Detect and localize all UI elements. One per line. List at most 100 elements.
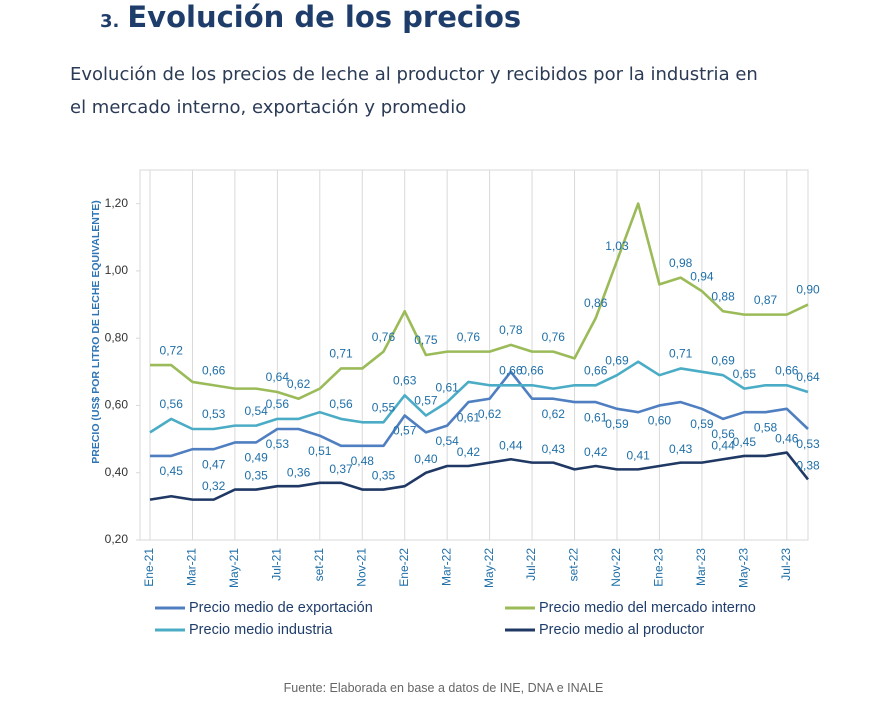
data-label: 0,62 (542, 407, 566, 421)
x-tick-label: set-21 (312, 548, 326, 582)
data-label: 0,57 (414, 394, 438, 408)
data-label: 0,49 (244, 451, 268, 465)
data-label: 0,43 (542, 442, 566, 456)
legend-label: Precio medio al productor (539, 622, 704, 638)
data-label: 0,42 (457, 445, 481, 459)
data-label: 0,37 (329, 462, 353, 476)
data-label: 0,59 (690, 417, 714, 431)
y-tick-label: 0,40 (105, 465, 129, 479)
data-label: 0,40 (414, 452, 438, 466)
data-label: 0,76 (457, 330, 481, 344)
data-label: 0,59 (605, 417, 629, 431)
x-tick-label: Ene-23 (652, 548, 666, 587)
data-label: 0,66 (202, 363, 226, 377)
legend-label: Precio medio del mercado interno (539, 600, 756, 616)
x-tick-label: Nov-22 (609, 548, 623, 587)
data-label: 0,56 (160, 397, 184, 411)
x-tick-label: Mar-22 (439, 548, 453, 586)
subtitle: el mercado interno, exportación y promed… (70, 97, 467, 118)
data-label: 0,53 (266, 437, 290, 451)
data-label: 0,53 (202, 407, 226, 421)
data-label: 0,62 (287, 377, 311, 391)
data-label: 0,58 (754, 420, 778, 434)
x-tick-label: Mar-23 (694, 548, 708, 586)
series-line (149, 360, 809, 434)
x-tick-label: Ene-22 (397, 548, 411, 587)
data-label: 0,42 (584, 445, 608, 459)
data-label: 0,32 (202, 479, 226, 493)
data-label: 0,61 (457, 410, 481, 424)
data-label: 0,75 (414, 333, 438, 347)
source: Fuente: Elaborada en base a datos de INE… (283, 681, 604, 695)
data-label: 0,54 (435, 434, 459, 448)
y-tick-label: 0,60 (105, 398, 129, 412)
data-label: 0,88 (711, 289, 735, 303)
data-label: 0,55 (372, 400, 396, 414)
x-tick-label: Ene-21 (142, 548, 156, 587)
x-tick-label: set-22 (567, 548, 581, 582)
data-label: 0,44 (711, 438, 735, 452)
data-label: 0,72 (160, 343, 184, 357)
data-label: 0,66 (520, 363, 544, 377)
data-label: 0,87 (754, 293, 778, 307)
data-label: 0,61 (584, 410, 608, 424)
heading: 3. Evolución de los precios (100, 0, 521, 34)
data-label: 0,63 (393, 374, 417, 388)
x-tick-label: Jul-23 (779, 548, 793, 581)
data-label: 0,78 (499, 323, 523, 337)
legend-label: Precio medio de exportación (189, 600, 373, 616)
data-label: 0,61 (435, 380, 459, 394)
data-label: 0,90 (796, 283, 820, 297)
data-label: 0,46 (775, 432, 799, 446)
x-tick-label: Nov-21 (354, 548, 368, 587)
subtitle: Evolución de los precios de leche al pro… (70, 64, 758, 85)
data-label: 0,45 (160, 464, 184, 478)
data-label: 0,53 (796, 437, 820, 451)
data-label: 0,64 (796, 370, 820, 384)
y-tick-label: 0,20 (105, 532, 129, 546)
data-label: 0,71 (669, 347, 693, 361)
data-label: 0,62 (478, 407, 502, 421)
data-label: 0,65 (733, 367, 757, 381)
data-label: 0,36 (287, 465, 311, 479)
series-line (150, 370, 809, 458)
data-label: 0,94 (690, 269, 714, 283)
data-label: 0,98 (669, 256, 693, 270)
x-tick-label: May-23 (736, 548, 750, 588)
data-label: 0,66 (584, 363, 608, 377)
data-label: 0,76 (372, 330, 396, 344)
data-label: 0,38 (796, 459, 820, 473)
data-label: 0,35 (372, 469, 396, 483)
data-label: 0,54 (244, 404, 268, 418)
data-label: 1,03 (605, 239, 629, 253)
x-tick-label: Jul-22 (524, 548, 538, 581)
series-line (150, 202, 809, 401)
data-label: 0,60 (648, 414, 672, 428)
data-label: 0,51 (308, 444, 332, 458)
data-label: 0,35 (244, 469, 268, 483)
data-label: 0,66 (499, 363, 523, 377)
x-tick-label: May-22 (482, 548, 496, 588)
data-label: 0,69 (605, 353, 629, 367)
y-tick-label: 1,20 (105, 196, 129, 210)
x-tick-label: Jul-21 (270, 548, 284, 581)
data-label: 0,43 (669, 442, 693, 456)
data-label: 0,48 (351, 454, 375, 468)
data-label: 0,56 (711, 427, 735, 441)
data-label: 0,86 (584, 296, 608, 310)
x-tick-label: Mar-21 (185, 548, 199, 586)
data-label: 0,76 (542, 330, 566, 344)
data-label: 0,47 (202, 457, 226, 471)
y-tick-label: 0,80 (105, 330, 129, 344)
data-label: 0,64 (266, 370, 290, 384)
y-tick-label: 1,00 (105, 263, 129, 277)
data-label: 0,56 (329, 397, 353, 411)
y-axis-title: PRECIO (US$ POR LITRO DE LECHE EQUIVALEN… (90, 200, 102, 464)
data-label: 0,69 (711, 353, 735, 367)
x-tick-label: May-21 (227, 548, 241, 588)
data-label: 0,41 (627, 449, 651, 463)
heading-number: 3. (100, 11, 120, 32)
data-label: 0,44 (499, 438, 523, 452)
